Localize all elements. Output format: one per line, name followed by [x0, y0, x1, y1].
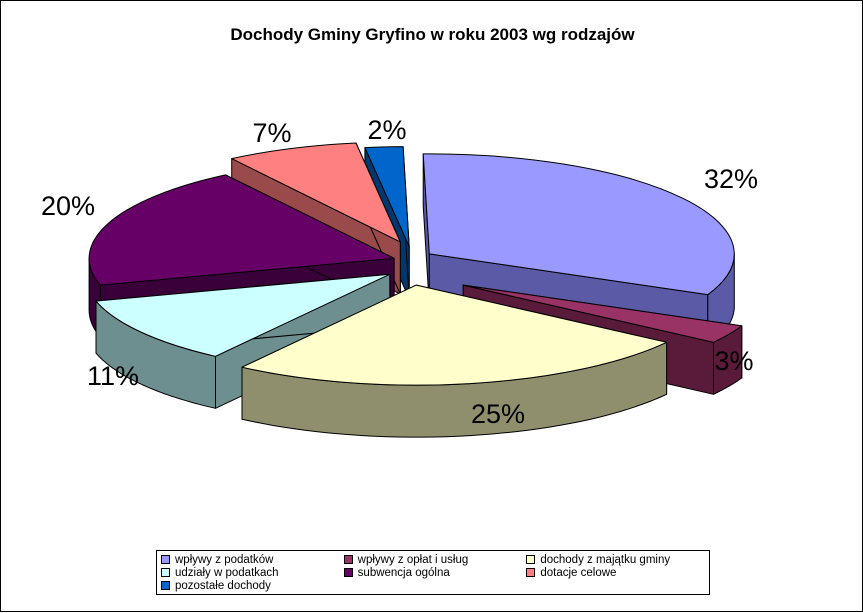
legend-label: pozostałe dochody [175, 579, 271, 592]
legend-item-subwencja-ogolna: subwencja ogólna [343, 566, 527, 579]
slice-label-dotacje-celowe: 7% [252, 118, 291, 148]
slice-label-subwencja-ogolna: 20% [41, 191, 95, 221]
legend-label: wpływy z opłat i usług [357, 553, 469, 566]
legend-swatch [161, 555, 170, 564]
legend-item-pozostale-dochody: pozostałe dochody [161, 579, 349, 592]
chart-title: Dochody Gminy Gryfino w roku 2003 wg rod… [230, 25, 635, 44]
legend-item-wplywy-z-oplat-i-uslug: wpływy z opłat i usług [343, 553, 527, 566]
slice-label-udzialy-w-podatkach: 11% [87, 361, 139, 391]
slice-label-dochody-z-majatku-gminy: 25% [471, 399, 525, 429]
legend-label: wpływy z podatków [175, 553, 274, 566]
slice-label-wplywy-z-podatkow: 32% [704, 164, 758, 194]
legend-swatch [343, 555, 353, 564]
legend-label: dotacje celowe [540, 566, 617, 579]
slice-label-wplywy-z-oplat-i-uslug: 3% [714, 346, 753, 376]
legend-swatch [161, 581, 170, 590]
legend-swatch [526, 555, 536, 564]
legend-label: subwencja ogólna [357, 566, 450, 579]
legend-row-3: pozostałe dochody [161, 579, 709, 592]
legend-swatch [343, 568, 353, 577]
pie-slice-dochody-z-majatku-gminy [241, 284, 668, 438]
slice-label-pozostale-dochody: 2% [367, 115, 406, 145]
legend-item-dotacje-celowe: dotacje celowe [526, 566, 709, 579]
legend: wpływy z podatków wpływy z opłat i usług d… [156, 550, 710, 595]
legend-label: dochody z majątku gminy [540, 553, 671, 566]
legend-label: udziały w podatkach [175, 566, 279, 579]
legend-item-udzialy-w-podatkach: udziały w podatkach [161, 566, 344, 579]
legend-swatch [526, 568, 536, 577]
legend-row-1: wpływy z podatków wpływy z opłat i usług d… [161, 553, 709, 566]
legend-item-dochody-z-majatku-gminy: dochody z majątku gminy [526, 553, 709, 566]
legend-item-wplywy-z-podatkow: wpływy z podatków [161, 553, 344, 566]
legend-row-2: udziały w podatkach subwencja ogólna dotac… [161, 566, 709, 579]
legend-swatch [161, 568, 170, 577]
